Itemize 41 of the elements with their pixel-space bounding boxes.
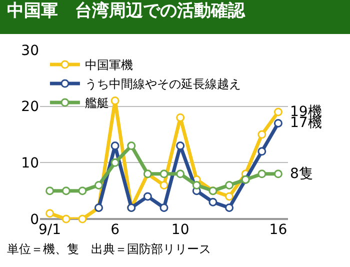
chart-title: 中国軍 台湾周辺での活動確認 xyxy=(7,0,246,21)
point xyxy=(176,170,185,178)
point xyxy=(258,147,266,156)
point xyxy=(62,186,70,196)
y-tick-label: 10 xyxy=(21,156,39,172)
y-tick-label: 0 xyxy=(30,212,39,228)
annotation: 8隻 xyxy=(290,166,313,182)
x-tick-label: 9/1 xyxy=(38,222,62,238)
point xyxy=(225,192,234,201)
point xyxy=(225,180,234,190)
point xyxy=(110,96,120,105)
point xyxy=(62,214,70,224)
point xyxy=(208,198,218,206)
text: 単位＝機、隻 出典＝国防部リリース xyxy=(7,242,211,256)
point xyxy=(160,203,168,212)
point xyxy=(258,170,266,178)
point xyxy=(127,142,136,150)
point xyxy=(46,186,54,196)
point xyxy=(143,192,152,201)
point xyxy=(160,180,168,190)
point xyxy=(160,170,168,178)
x-tick-label: 6 xyxy=(110,222,120,238)
point xyxy=(78,186,87,196)
legend-label: 中国軍機 xyxy=(84,58,133,72)
legend-label: 艦艇 xyxy=(84,96,109,110)
legend-label: うち中間線やその延長線越え xyxy=(84,77,241,92)
point xyxy=(274,118,282,128)
point xyxy=(78,214,87,224)
point xyxy=(274,108,282,116)
point xyxy=(274,170,282,178)
x-tick-label: 10 xyxy=(171,222,190,238)
point xyxy=(225,203,234,212)
point xyxy=(258,130,266,139)
x-tick-label: 16 xyxy=(269,222,288,238)
point xyxy=(192,180,201,190)
point xyxy=(94,180,103,190)
y-tick-label: 30 xyxy=(21,42,39,59)
point xyxy=(46,209,54,218)
y-tick-label: 20 xyxy=(21,99,39,116)
point xyxy=(176,113,185,122)
point xyxy=(110,158,120,167)
